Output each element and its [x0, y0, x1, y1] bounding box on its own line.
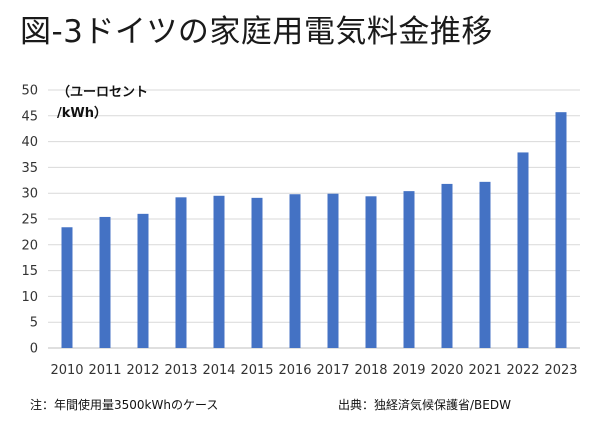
- bar: [289, 194, 301, 348]
- x-tick-label: 2014: [202, 363, 235, 378]
- bar: [327, 193, 339, 348]
- y-tick-label: 50: [21, 84, 38, 99]
- footnote: 注：年間使用量3500kWhのケース: [30, 398, 219, 412]
- bar: [175, 197, 187, 348]
- y-tick-label: 40: [21, 135, 38, 150]
- x-tick-label: 2022: [506, 363, 539, 378]
- bar: [137, 213, 149, 348]
- y-axis-unit-label: /kWh）: [57, 105, 107, 121]
- bar: [61, 227, 73, 348]
- bar: [213, 195, 225, 348]
- source-note: 出典：独経済気候保護省/BEDW: [338, 398, 511, 412]
- x-tick-label: 2020: [430, 363, 463, 378]
- x-tick-label: 2019: [392, 363, 425, 378]
- bar: [99, 216, 111, 348]
- x-tick-label: 2018: [354, 363, 387, 378]
- bar: [251, 197, 263, 348]
- bar: [517, 152, 529, 348]
- y-tick-label: 10: [21, 290, 38, 305]
- x-tick-label: 2012: [126, 363, 159, 378]
- y-tick-label: 0: [30, 342, 38, 357]
- y-tick-label: 45: [21, 109, 38, 124]
- y-tick-label: 20: [21, 238, 38, 253]
- chart-title: 図-3ドイツの家庭用電気料金推移: [20, 14, 493, 50]
- y-tick-label: 5: [30, 316, 38, 331]
- y-tick-label: 30: [21, 187, 38, 202]
- bar: [555, 112, 567, 348]
- x-tick-label: 2010: [50, 363, 83, 378]
- bar: [403, 191, 415, 348]
- bar: [479, 181, 491, 348]
- x-tick-label: 2016: [278, 363, 311, 378]
- x-tick-label: 2023: [544, 363, 577, 378]
- x-tick-label: 2011: [88, 363, 121, 378]
- y-axis-unit-label: （ユーロセント: [57, 84, 148, 100]
- bar: [365, 196, 377, 348]
- x-tick-label: 2013: [164, 363, 197, 378]
- y-tick-label: 35: [21, 161, 38, 176]
- x-tick-label: 2015: [240, 363, 273, 378]
- y-tick-label: 15: [21, 264, 38, 279]
- y-tick-label: 25: [21, 213, 38, 228]
- bar: [441, 183, 453, 348]
- x-tick-label: 2021: [468, 363, 501, 378]
- x-tick-label: 2017: [316, 363, 349, 378]
